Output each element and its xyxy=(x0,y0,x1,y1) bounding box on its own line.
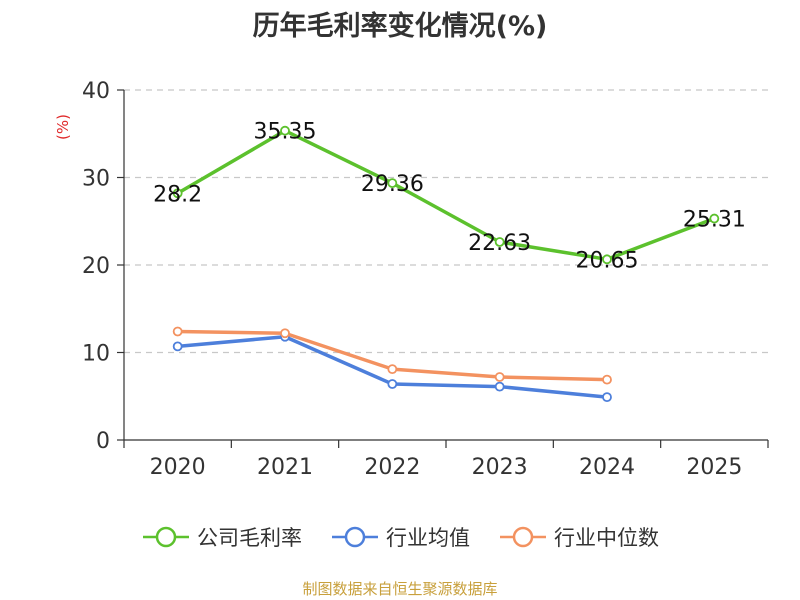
legend-label: 公司毛利率 xyxy=(197,526,302,550)
data-point[interactable] xyxy=(387,379,398,389)
series-lines xyxy=(172,125,720,403)
legend-marker-icon xyxy=(332,526,378,548)
legend-marker-icon xyxy=(143,526,189,548)
data-labels: 28.2 35.35 29.36 22.63 20.65 25.31 xyxy=(153,120,746,274)
y-tick-label-30: 30 xyxy=(82,167,110,192)
data-point[interactable] xyxy=(172,188,183,199)
legend-label: 行业中位数 xyxy=(554,526,659,550)
data-point[interactable] xyxy=(387,364,398,375)
x-tick-label-2021: 2021 xyxy=(257,455,313,480)
source-note: 制图数据来自恒生聚源数据库 xyxy=(302,580,498,598)
data-point[interactable] xyxy=(602,374,612,385)
data-point[interactable] xyxy=(494,237,505,247)
data-point[interactable] xyxy=(280,125,290,136)
data-point[interactable] xyxy=(602,254,612,265)
data-point[interactable] xyxy=(387,178,398,189)
data-point[interactable] xyxy=(709,213,720,224)
legend-item-0[interactable]: 公司毛利率 xyxy=(141,522,302,552)
data-label: 20.65 xyxy=(576,248,639,273)
series-line-0 xyxy=(176,128,715,262)
data-label: 29.36 xyxy=(361,172,424,197)
y-axis-label: (%) xyxy=(54,114,72,140)
axes: 0 10 20 30 40 (%) 2020 2021 2022 2023 2024 2025 xyxy=(54,79,769,480)
y-tick-label-10: 10 xyxy=(82,342,110,367)
y-tick-label-40: 40 xyxy=(82,79,110,104)
x-tick-label-2024: 2024 xyxy=(579,455,635,480)
legend-label: 行业均值 xyxy=(386,526,470,550)
legend: 公司毛利率 行业均值 行业中位数 xyxy=(0,517,800,557)
x-tick-label-2022: 2022 xyxy=(364,455,420,480)
data-point[interactable] xyxy=(494,372,505,382)
y-tick-label-20: 20 xyxy=(82,254,110,279)
data-label: 28.2 xyxy=(153,182,202,207)
x-tick-label-2025: 2025 xyxy=(686,455,742,480)
data-point[interactable] xyxy=(172,326,183,337)
data-point[interactable] xyxy=(494,381,505,392)
data-label: 35.35 xyxy=(254,120,317,145)
legend-marker-icon xyxy=(500,526,546,548)
data-point[interactable] xyxy=(602,392,612,403)
y-tick-label-0: 0 xyxy=(96,429,110,454)
legend-item-1[interactable]: 行业均值 xyxy=(330,522,470,552)
data-label: 25.31 xyxy=(683,208,746,233)
data-point[interactable] xyxy=(172,341,183,352)
data-label: 22.63 xyxy=(468,231,531,256)
data-point[interactable] xyxy=(280,328,290,339)
grid-lines xyxy=(124,89,768,354)
chart-title: 历年毛利率变化情况(%) xyxy=(252,11,548,42)
x-tick-label-2020: 2020 xyxy=(150,455,206,480)
legend-item-2[interactable]: 行业中位数 xyxy=(498,522,659,552)
x-tick-label-2023: 2023 xyxy=(472,455,528,480)
